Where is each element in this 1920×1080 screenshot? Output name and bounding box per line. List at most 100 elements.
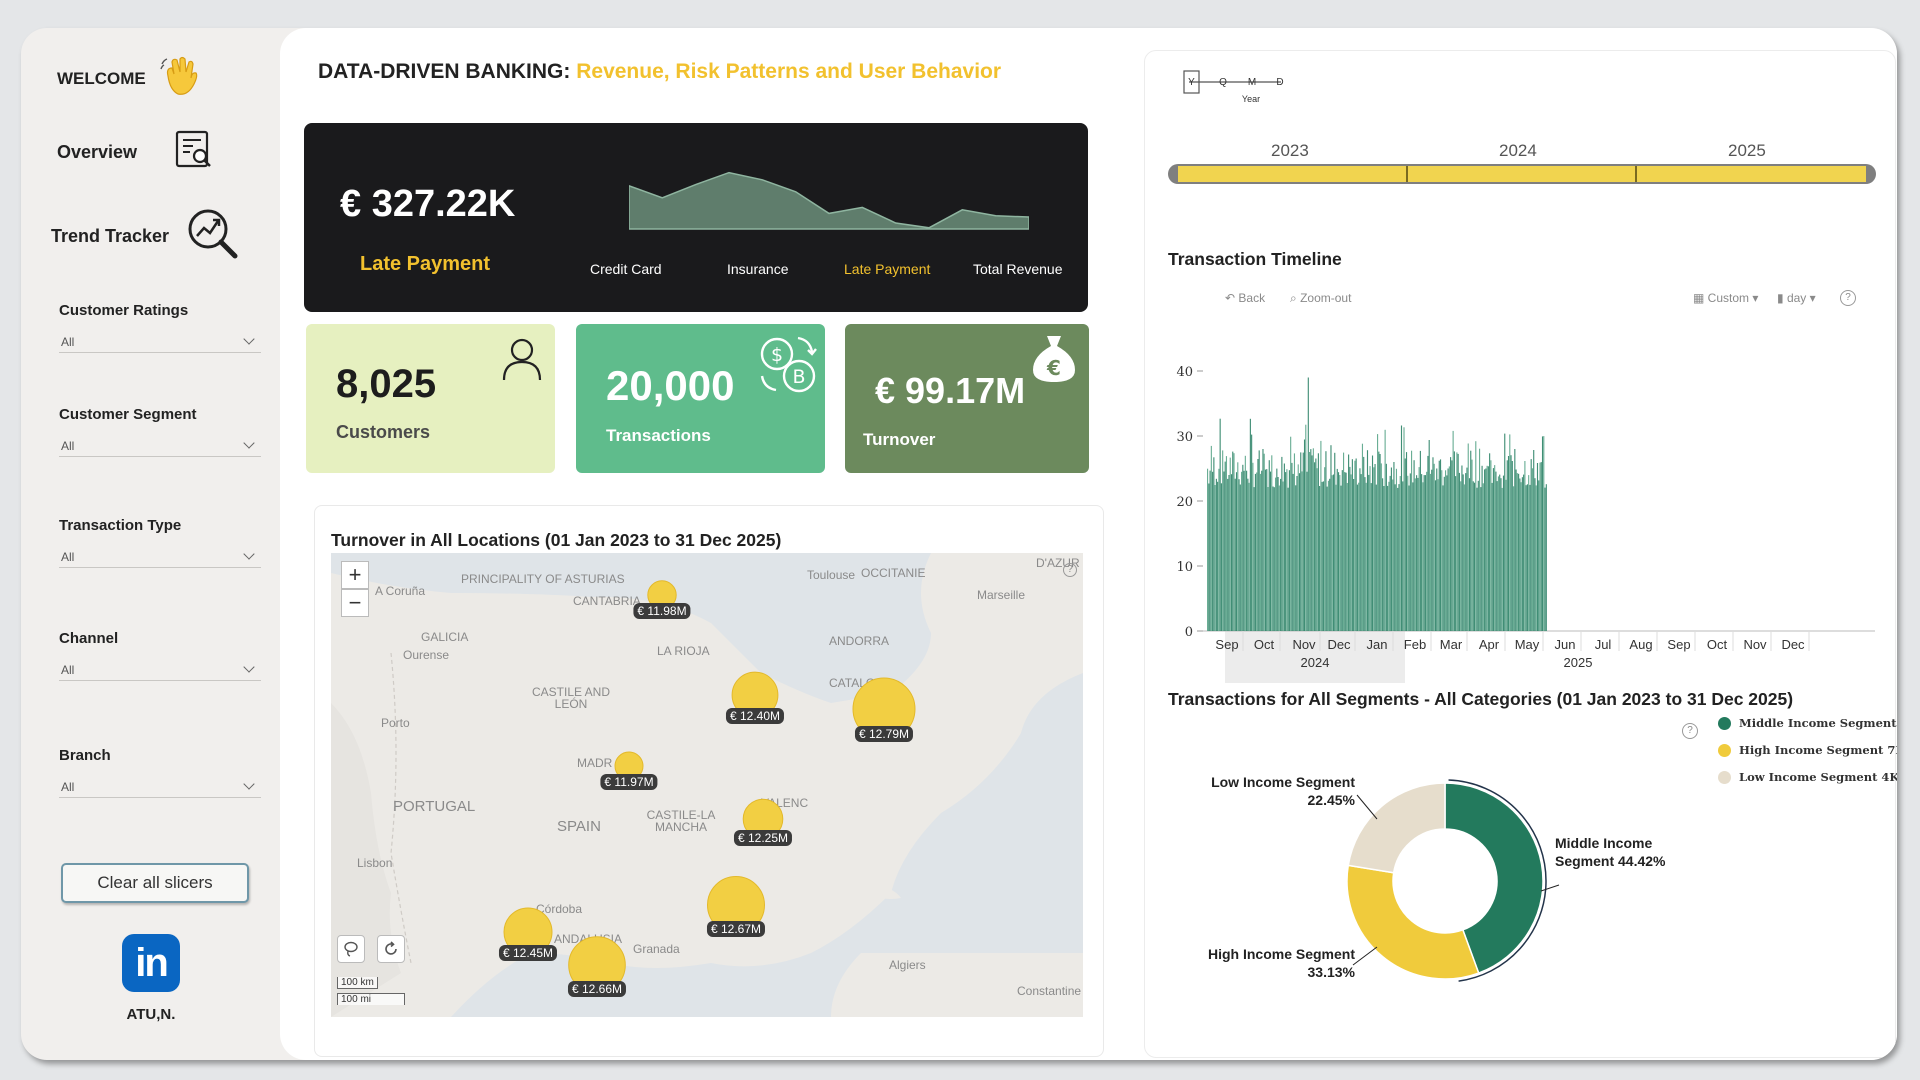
timeline-bar[interactable] — [1320, 440, 1322, 631]
timeline-bar[interactable] — [1220, 483, 1222, 631]
timeline-bar[interactable] — [1536, 463, 1539, 631]
timeline-bar[interactable] — [1383, 486, 1385, 631]
slicer-dropdown[interactable]: All — [59, 776, 261, 798]
tab-insurance[interactable]: Insurance — [727, 261, 789, 277]
segments-donut-chart[interactable] — [1295, 771, 1595, 1011]
timeline-bar[interactable] — [1399, 476, 1401, 631]
timeline-bar[interactable] — [1373, 467, 1375, 631]
timeline-bar[interactable] — [1495, 471, 1497, 631]
timeline-bar[interactable] — [1248, 482, 1250, 631]
timeline-bar[interactable] — [1351, 459, 1353, 631]
timeline-bar[interactable] — [1291, 462, 1293, 631]
timeline-bar[interactable] — [1293, 453, 1296, 631]
timeline-bar[interactable] — [1319, 486, 1321, 631]
timeline-bar[interactable] — [1213, 457, 1215, 631]
timeline-bar[interactable] — [1456, 452, 1458, 631]
timeline-bar[interactable] — [1234, 478, 1236, 631]
timeline-bar[interactable] — [1369, 466, 1371, 631]
timeline-bar[interactable] — [1530, 459, 1532, 631]
timeline-bar[interactable] — [1419, 450, 1421, 631]
timeline-bar[interactable] — [1511, 461, 1513, 631]
reset-map-button[interactable] — [377, 935, 405, 963]
timeline-bar[interactable] — [1525, 485, 1527, 631]
timeline-bar[interactable] — [1311, 455, 1313, 631]
timeline-bar[interactable] — [1541, 436, 1544, 631]
timeline-bar[interactable] — [1246, 470, 1248, 631]
timeline-bar[interactable] — [1400, 425, 1403, 632]
timeline-bar[interactable] — [1331, 475, 1333, 631]
timeline-bar[interactable] — [1252, 462, 1254, 631]
timeline-bar[interactable] — [1232, 451, 1234, 631]
timeline-bar[interactable] — [1529, 484, 1531, 631]
nav-overview[interactable]: Overview — [57, 129, 215, 176]
nav-trend-tracker[interactable]: Trend Tracker — [51, 206, 241, 267]
timeline-bar[interactable] — [1377, 434, 1379, 631]
timeline-bar[interactable] — [1523, 474, 1525, 631]
timeline-bar[interactable] — [1407, 475, 1409, 631]
back-button[interactable]: ↶ Back — [1225, 291, 1265, 305]
timeline-bar[interactable] — [1285, 472, 1287, 631]
slicer-dropdown[interactable]: All — [59, 435, 261, 457]
timeline-bar[interactable] — [1345, 472, 1347, 631]
timeline-bar[interactable] — [1242, 464, 1244, 631]
timeline-bar[interactable] — [1510, 455, 1512, 631]
timeline-bar[interactable] — [1214, 485, 1216, 631]
timeline-bar[interactable] — [1463, 484, 1466, 631]
level-d[interactable]: D — [1276, 77, 1283, 88]
timeline-bar[interactable] — [1268, 460, 1270, 631]
timeline-bar[interactable] — [1341, 470, 1343, 631]
timeline-bar[interactable] — [1382, 478, 1384, 631]
timeline-bar[interactable] — [1409, 473, 1411, 631]
timeline-bar[interactable] — [1544, 487, 1546, 631]
timeline-bar[interactable] — [1394, 484, 1396, 631]
linkedin-icon[interactable]: in — [122, 934, 180, 992]
timeline-bar[interactable] — [1405, 452, 1408, 631]
timeline-bar[interactable] — [1365, 482, 1367, 631]
timeline-bar[interactable] — [1467, 443, 1469, 632]
timeline-bar[interactable] — [1446, 475, 1448, 631]
timeline-bar[interactable] — [1261, 470, 1263, 631]
timeline-bar[interactable] — [1431, 469, 1433, 631]
timeline-bar[interactable] — [1343, 452, 1345, 631]
map-help-icon[interactable]: ? — [1063, 563, 1077, 577]
timeline-bar[interactable] — [1288, 470, 1290, 631]
timeline-bar[interactable] — [1411, 450, 1413, 631]
timeline-bar[interactable] — [1489, 453, 1491, 631]
timeline-bar[interactable] — [1545, 484, 1547, 631]
timeline-bar[interactable] — [1445, 470, 1447, 631]
timeline-bar[interactable] — [1418, 467, 1420, 631]
custom-range-dropdown[interactable]: ▦ Custom ▾ — [1693, 291, 1758, 305]
timeline-bar[interactable] — [1353, 479, 1355, 631]
timeline-bar[interactable] — [1282, 481, 1284, 632]
slicer-dropdown[interactable]: All — [59, 659, 261, 681]
timeline-bar[interactable] — [1207, 468, 1209, 631]
timeline-bar[interactable] — [1465, 473, 1467, 631]
timeline-bar[interactable] — [1297, 464, 1299, 631]
tab-credit-card[interactable]: Credit Card — [590, 261, 662, 277]
timeline-bar[interactable] — [1361, 443, 1364, 631]
timeline-bar[interactable] — [1358, 482, 1360, 631]
timeline-bar[interactable] — [1300, 452, 1302, 631]
timeline-bar[interactable] — [1349, 466, 1351, 631]
timeline-bar[interactable] — [1217, 481, 1219, 631]
timeline-bar[interactable] — [1298, 473, 1301, 631]
timeline-bar[interactable] — [1243, 470, 1245, 631]
timeline-bar[interactable] — [1492, 468, 1494, 631]
timeline-bar[interactable] — [1491, 482, 1493, 631]
timeline-bar[interactable] — [1229, 457, 1231, 631]
timeline-bar[interactable] — [1424, 475, 1426, 631]
timeline-bar[interactable] — [1421, 474, 1423, 631]
timeline-bar[interactable] — [1499, 474, 1501, 631]
timeline-bar[interactable] — [1249, 418, 1251, 631]
timeline-bar[interactable] — [1448, 466, 1450, 631]
timeline-bar[interactable] — [1251, 434, 1253, 631]
timeline-bar[interactable] — [1378, 451, 1380, 631]
timeline-bar[interactable] — [1296, 476, 1298, 631]
timeline-bar[interactable] — [1356, 484, 1358, 631]
timeline-bar[interactable] — [1528, 475, 1530, 631]
timeline-bar[interactable] — [1460, 481, 1462, 631]
slicer-transaction-type[interactable]: Transaction Type All — [59, 517, 261, 568]
timeline-bar[interactable] — [1337, 472, 1340, 631]
timeline-bar[interactable] — [1531, 468, 1534, 631]
timeline-bar[interactable] — [1287, 487, 1289, 631]
